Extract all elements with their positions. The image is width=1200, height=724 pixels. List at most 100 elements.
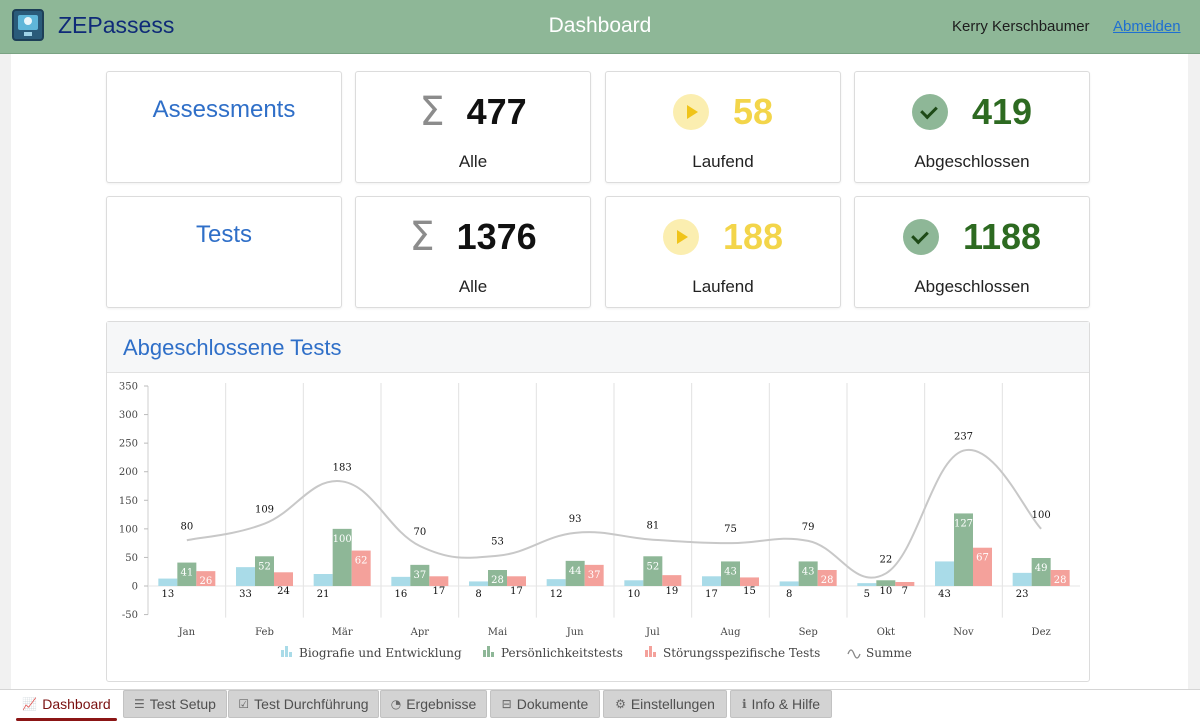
legend-icon: [645, 650, 648, 657]
logout-link[interactable]: Abmelden: [1113, 18, 1181, 35]
tab-dokumente[interactable]: ⊟ Dokumente: [490, 690, 600, 718]
bar-value-label: 28: [491, 575, 504, 586]
bar-value-label: 26: [199, 576, 212, 587]
bar-2: [410, 564, 430, 586]
legend-icon: [483, 650, 486, 657]
bar-value-label: 43: [938, 589, 951, 600]
y-tick-label: 200: [119, 467, 138, 478]
sliders-icon: ☰: [134, 697, 145, 711]
tab-label: Dokumente: [516, 696, 589, 712]
bar-1: [391, 576, 411, 586]
bar-value-label: 28: [1054, 575, 1067, 586]
bar-value-label: 52: [258, 561, 271, 572]
tab-test-durchfuehrung[interactable]: ☑ Test Durchführung: [228, 690, 379, 718]
sum-series-line: [186, 448, 1042, 579]
bar-value-label: 23: [1016, 589, 1029, 600]
bar-3: [196, 571, 216, 586]
chart-header: Abgeschlossene Tests: [107, 322, 1089, 373]
legend-icon: [285, 646, 288, 657]
app-name[interactable]: ZEPassess: [58, 12, 175, 38]
app-header: ZEPassess Dashboard Kerry Kerschbaumer A…: [0, 0, 1200, 54]
completed-tests-chart: -5005010015020025030035013412680Jan33522…: [119, 382, 1080, 660]
tests-all-label: Alle: [458, 277, 488, 296]
tests-running-label: Laufend: [692, 277, 754, 296]
x-tick-label: Mär: [332, 627, 353, 638]
bar-3: [584, 564, 604, 586]
assessments-running-count: 58: [732, 91, 774, 132]
legend-label: Persönlichkeitstests: [501, 646, 623, 660]
chart-line-icon: 📈: [22, 697, 38, 711]
assessments-all-card[interactable]: Σ 477 Alle: [355, 71, 591, 183]
bar-value-label: 127: [954, 518, 973, 529]
assessments-heading[interactable]: Assessments: [152, 96, 296, 123]
check-icon: [902, 219, 939, 255]
tab-info-hilfe[interactable]: ℹ Info & Hilfe: [730, 690, 832, 718]
bar-2: [1031, 558, 1051, 586]
tab-dashboard[interactable]: 📈 Dashboard: [14, 690, 119, 721]
bar-value-label: 15: [743, 586, 756, 597]
checklist-icon: ☑: [238, 697, 250, 711]
tests-all-count: 1376: [456, 216, 537, 257]
bar-value-label: 16: [394, 589, 407, 600]
bar-2: [488, 570, 507, 586]
bar-3: [507, 576, 526, 586]
sigma-icon: Σ: [419, 89, 445, 135]
app-logo[interactable]: [12, 9, 44, 41]
bar-value-label: 13: [161, 589, 174, 600]
tab-ergebnisse[interactable]: ◔ Ergebnisse: [380, 690, 487, 718]
bar-value-label: 37: [413, 570, 426, 581]
bar-2: [177, 562, 197, 586]
bar-2: [565, 560, 585, 586]
bar-2: [643, 556, 663, 586]
assessments-all-count: 477: [466, 91, 527, 132]
bar-value-label: 24: [277, 586, 290, 597]
tab-einstellungen[interactable]: ⚙ Einstellungen: [603, 690, 727, 718]
tests-done-label: Abgeschlossen: [914, 277, 1030, 296]
bar-2: [721, 561, 740, 586]
assessments-all-label: Alle: [458, 152, 488, 171]
tests-all-card[interactable]: Σ 1376 Alle: [355, 196, 591, 308]
bar-1: [546, 579, 566, 586]
x-tick-label: Feb: [255, 627, 274, 638]
bar-value-label: 52: [646, 561, 659, 572]
y-tick-label: 100: [119, 524, 138, 535]
x-tick-label: Mai: [488, 627, 507, 638]
tests-done-card[interactable]: 1188 Abgeschlossen: [854, 196, 1090, 308]
bar-value-label: 49: [1035, 563, 1048, 574]
bar-value-label: 100: [333, 534, 352, 545]
assessments-done-card[interactable]: 419 Abgeschlossen: [854, 71, 1090, 183]
tab-test-setup[interactable]: ☰ Test Setup: [123, 690, 227, 718]
bar-3: [1050, 570, 1070, 586]
sum-value-label: 81: [646, 521, 659, 532]
bar-value-label: 7: [902, 586, 908, 597]
legend-icon: [653, 652, 656, 657]
tests-running-count: 188: [722, 216, 784, 257]
bar-2: [876, 580, 896, 586]
play-icon: [662, 219, 699, 255]
x-tick-label: Sep: [799, 627, 818, 638]
right-scrollbar[interactable]: [1188, 54, 1200, 690]
bar-1: [857, 583, 877, 586]
sum-value-label: 75: [724, 524, 737, 535]
sum-value-label: 53: [491, 537, 504, 548]
legend-icon: [487, 646, 490, 657]
sigma-icon: Σ: [409, 214, 435, 260]
lightbulb-icon: [24, 17, 32, 25]
bar-1: [236, 567, 255, 586]
tests-running-card[interactable]: 188 Laufend: [605, 196, 841, 308]
tab-label: Test Setup: [149, 696, 216, 712]
completed-tests-chart-card: Abgeschlossene Tests -50 0 50 100 150 200 250 3…: [106, 321, 1090, 682]
tests-heading[interactable]: Tests: [195, 221, 252, 248]
bar-value-label: 5: [864, 589, 870, 600]
bar-value-label: 44: [569, 566, 582, 577]
bar-value-label: 21: [317, 589, 330, 600]
page-title: Dashboard: [548, 14, 652, 37]
x-tick-label: Jun: [566, 627, 584, 638]
bar-value-label: 33: [239, 589, 252, 600]
bar-value-label: 12: [550, 589, 563, 600]
info-icon: ℹ: [741, 697, 747, 711]
assessments-done-label: Abgeschlossen: [914, 152, 1030, 171]
assessments-running-card[interactable]: 58 Laufend: [605, 71, 841, 183]
tab-label: Test Durchführung: [254, 696, 369, 712]
sum-value-label: 79: [802, 522, 815, 533]
